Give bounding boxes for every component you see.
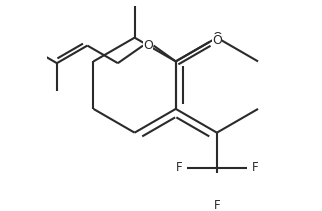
Text: F: F (213, 199, 220, 211)
Text: F: F (176, 161, 182, 174)
Text: O: O (143, 39, 153, 52)
Text: O: O (212, 34, 222, 47)
Text: F: F (251, 161, 258, 174)
Text: O: O (212, 31, 222, 44)
